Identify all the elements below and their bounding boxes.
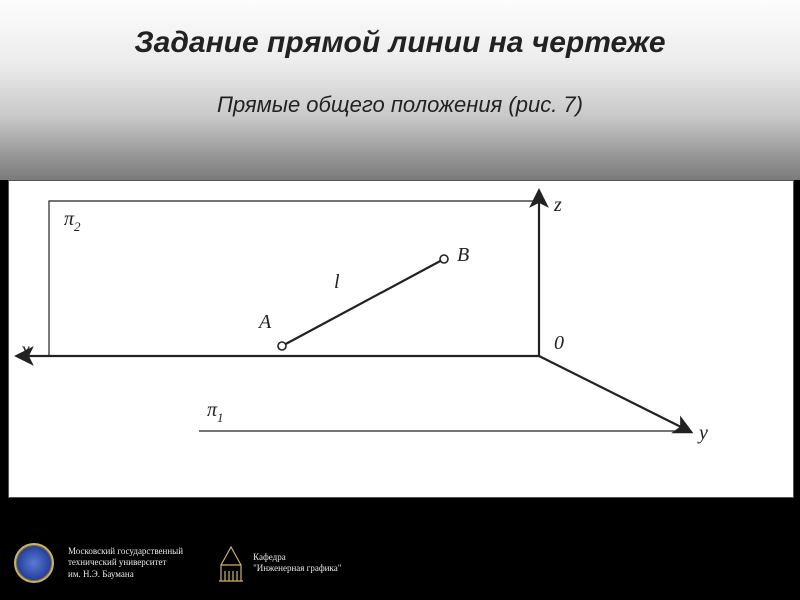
label-pi2: π2 [64,208,81,234]
axis-y [539,356,689,431]
point-b [440,255,448,263]
slide-title: Задание прямой линии на чертеже [0,26,800,60]
label-a: A [257,311,272,333]
tower-icon [217,543,245,583]
label-l: l [334,271,340,293]
label-z: z [553,194,562,216]
department-block: Кафедра "Инженерная графика" [217,543,341,583]
diagram-panel: x z y 0 π2 π1 A B l [8,180,794,498]
slide: Задание прямой линии на чертеже Прямые о… [0,0,800,600]
slide-subtitle: Прямые общего положения (рис. 7) [0,92,800,118]
department-name: Кафедра "Инженерная графика" [253,552,341,575]
label-pi1: π1 [207,399,224,425]
plane-pi1 [49,356,689,431]
line-l [282,259,444,346]
label-b: B [457,244,469,266]
label-y: y [697,422,708,444]
point-a [278,342,286,350]
footer: Московский государственный технический у… [0,526,800,600]
label-x: x [20,339,30,361]
university-seal-icon [14,543,54,583]
header: Задание прямой линии на чертеже Прямые о… [0,0,800,180]
label-origin: 0 [554,332,564,354]
university-name: Московский государственный технический у… [68,546,183,580]
diagram-svg: x z y 0 π2 π1 A B l [9,181,793,497]
plane-pi2 [49,201,539,356]
